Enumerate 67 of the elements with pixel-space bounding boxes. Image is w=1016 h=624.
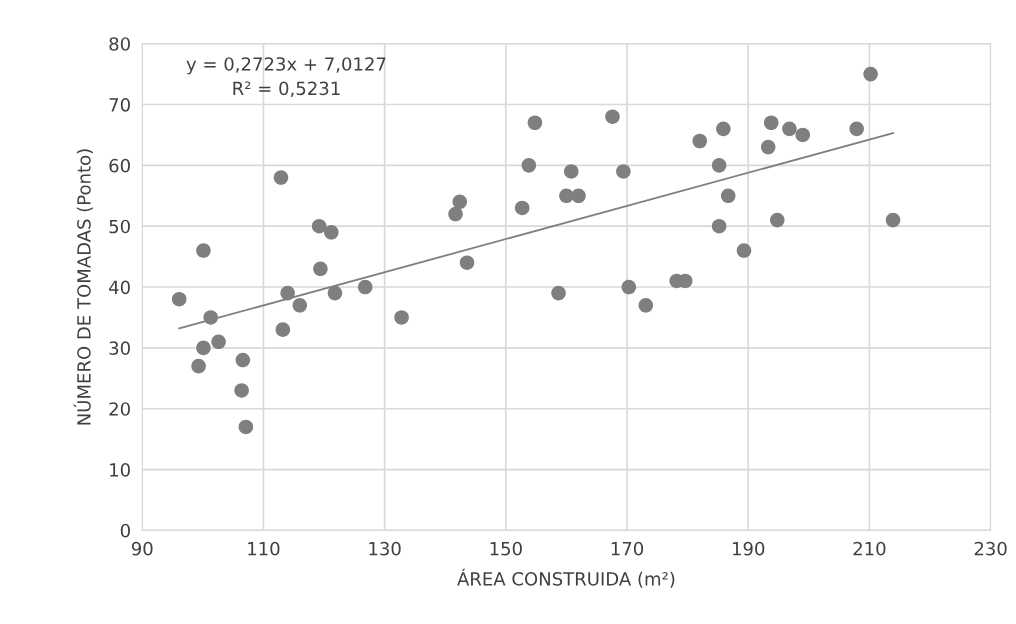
point — [448, 206, 463, 222]
point — [191, 358, 206, 374]
point — [313, 261, 328, 277]
x-tick-label: 130 — [369, 541, 401, 556]
point — [273, 170, 289, 185]
point — [235, 352, 251, 368]
point — [716, 121, 731, 137]
point — [196, 243, 211, 258]
point — [211, 334, 226, 350]
point — [638, 298, 654, 313]
point — [720, 188, 736, 204]
point — [770, 212, 785, 228]
x-tick-label: 230 — [974, 541, 1007, 556]
y-tick-label: 20 — [109, 402, 130, 416]
point — [551, 285, 566, 301]
y-tick-label: 80 — [109, 37, 130, 51]
point — [885, 212, 901, 228]
point — [394, 310, 409, 325]
point — [311, 218, 327, 234]
point — [605, 109, 620, 124]
point — [559, 188, 574, 204]
x-tick-label: 90 — [131, 541, 153, 556]
point — [514, 200, 530, 216]
y-tick-label: 60 — [109, 158, 130, 173]
x-tick-label: 210 — [853, 541, 886, 556]
point — [763, 115, 779, 131]
y-tick-label: 50 — [109, 219, 130, 234]
x-tick-label: 190 — [732, 541, 765, 556]
point — [711, 218, 727, 234]
point — [452, 194, 468, 210]
y-tick-label: 70 — [109, 97, 130, 112]
point — [196, 340, 211, 356]
point — [275, 322, 291, 337]
point — [621, 279, 637, 295]
point — [571, 188, 586, 204]
point — [795, 127, 811, 143]
y-tick-label: 40 — [109, 280, 130, 295]
point — [238, 419, 254, 435]
y-tick-label: 0 — [120, 523, 130, 538]
point — [327, 285, 343, 301]
x-tick-label: 150 — [490, 541, 522, 556]
point — [527, 115, 543, 131]
point — [616, 164, 631, 179]
point — [760, 139, 776, 155]
point — [357, 279, 373, 295]
point — [849, 121, 864, 137]
point — [171, 291, 187, 307]
x-tick-label: 110 — [248, 541, 280, 556]
point — [782, 121, 797, 137]
point — [459, 255, 475, 270]
y-tick-label: 30 — [109, 341, 130, 355]
point — [324, 225, 339, 240]
point — [563, 164, 579, 179]
x-tick-label: 170 — [611, 541, 644, 556]
point — [711, 158, 727, 173]
y-tick-label: 10 — [110, 463, 130, 477]
point — [863, 66, 878, 82]
point — [234, 383, 249, 398]
y-axis-title: NÚMERO DE TOMADAS (Ponto) — [73, 149, 93, 425]
x-axis-title: ÁREA CONSTRUIDA (m²) — [457, 568, 675, 588]
point — [280, 285, 295, 301]
point — [203, 310, 218, 325]
point — [521, 158, 537, 173]
point — [736, 243, 752, 258]
annotation: y = 0,2723x + 7,0127 R² = 0,5231 — [186, 57, 386, 97]
point — [292, 298, 308, 313]
point — [692, 133, 708, 149]
